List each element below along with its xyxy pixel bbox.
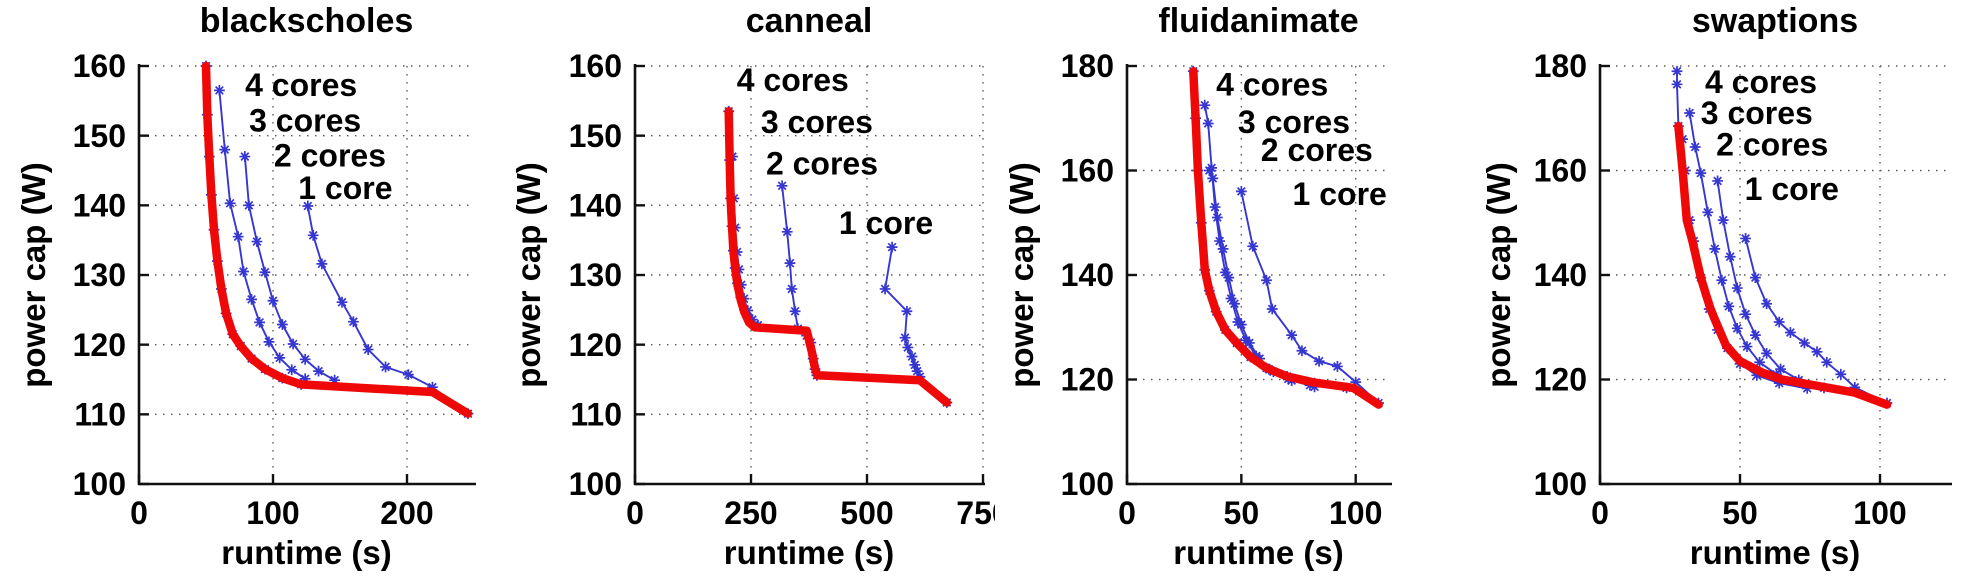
subplot-blackscholes: 100 110 120 130 140 150 160 0 100 200 4 cores 3 cor… <box>0 0 500 584</box>
legend-label: 2 cores <box>1261 132 1373 168</box>
legend-label: 4 cores <box>1705 64 1817 100</box>
y-tick-label: 180 <box>1534 48 1587 84</box>
series-markers-1-core <box>1235 186 1384 409</box>
y-tick-label: 100 <box>73 466 126 502</box>
legend-label: 4 cores <box>245 67 357 103</box>
y-tick-label: 160 <box>73 48 126 84</box>
series-line-1-core <box>884 246 948 404</box>
x-tick-label: 250 <box>724 495 777 531</box>
x-tick-label: 50 <box>1224 495 1260 531</box>
x-axis-label: runtime (s) <box>221 534 392 571</box>
legend-label: 3 cores <box>1701 95 1813 131</box>
y-tick-label: 120 <box>1534 362 1587 398</box>
legend-label: 4 cores <box>1216 66 1328 102</box>
y-axis-label: power cap (W) <box>1003 162 1040 388</box>
legend-label: 1 core <box>1745 171 1839 207</box>
x-tick-label: 0 <box>1118 495 1136 531</box>
x-tick-label: 0 <box>626 495 644 531</box>
legend-label: 2 cores <box>1716 127 1828 163</box>
y-tick-label: 130 <box>569 257 622 293</box>
subplot-swaptions: 100 120 140 160 180 0 50 100 4 cores 3 cores 2 cor… <box>1470 0 1964 584</box>
y-tick-label: 100 <box>1061 466 1114 502</box>
series-markers-2-cores <box>239 151 341 386</box>
legend-label: 2 cores <box>274 137 386 173</box>
legend-label: 3 cores <box>249 103 361 139</box>
series-markers-3-cores <box>214 84 311 385</box>
pareto-frontier-line <box>1189 66 1383 409</box>
legend-label: 1 core <box>1293 176 1387 212</box>
series-line-1-core <box>306 205 469 415</box>
series-line-2-cores <box>243 156 336 382</box>
y-tick-label: 160 <box>1061 153 1114 189</box>
legend-label: 4 cores <box>737 62 849 98</box>
y-tick-label: 180 <box>1061 48 1114 84</box>
x-tick-label: 100 <box>1853 495 1906 531</box>
plot-title: fluidanimate <box>1158 2 1359 40</box>
x-tick-label: 200 <box>380 495 433 531</box>
x-axis-label: runtime (s) <box>1689 534 1861 571</box>
y-tick-label: 130 <box>73 257 126 293</box>
y-tick-label: 140 <box>1061 257 1114 293</box>
legend-label: 1 core <box>298 170 392 206</box>
series-markers-1-core <box>1740 233 1893 409</box>
y-axis-label: power cap (W) <box>15 162 52 388</box>
series-line-2-cores <box>1716 180 1825 389</box>
x-axis-label: runtime (s) <box>723 534 895 571</box>
x-tick-label: 50 <box>1722 495 1758 531</box>
y-tick-label: 140 <box>569 188 622 224</box>
x-tick-label: 500 <box>840 495 893 531</box>
series-markers-1-core <box>302 200 474 420</box>
legend-label: 3 cores <box>761 104 873 140</box>
y-tick-label: 120 <box>1061 362 1114 398</box>
y-tick-label: 110 <box>74 397 126 433</box>
subplot-canneal: 100 110 120 130 140 150 160 0 250 500 750 4 cores 3 … <box>500 0 995 584</box>
series-line-1-core <box>1240 191 1380 404</box>
plot-title: blackscholes <box>199 2 414 40</box>
subplot-fluidanimate: 100 120 140 160 180 0 50 100 4 cores 3 cores 2 cor… <box>995 0 1470 584</box>
y-tick-label: 120 <box>73 327 126 363</box>
x-tick-label: 100 <box>246 495 299 531</box>
y-tick-label: 150 <box>73 118 126 154</box>
legend-label: 2 cores <box>766 146 878 182</box>
x-tick-label: 750 <box>956 495 995 531</box>
x-tick-label: 0 <box>1591 495 1609 531</box>
plot-canvas-canneal: 100 110 120 130 140 150 160 0 250 500 750 4 cores 3 … <box>569 48 995 531</box>
pareto-frontier-line <box>724 107 952 407</box>
y-tick-label: 120 <box>569 327 622 363</box>
y-tick-label: 100 <box>569 466 622 502</box>
y-axis-label: power cap (W) <box>510 162 547 388</box>
y-tick-label: 100 <box>1534 466 1587 502</box>
series-markers-2-cores <box>1712 175 1830 394</box>
y-tick-label: 160 <box>569 48 622 84</box>
legend-label: 1 core <box>839 205 933 241</box>
x-tick-label: 0 <box>130 495 148 531</box>
y-tick-label: 140 <box>1534 257 1587 293</box>
plot-title: canneal <box>745 2 873 40</box>
y-tick-label: 160 <box>1534 153 1587 189</box>
y-tick-label: 140 <box>73 188 126 224</box>
legend-label: 3 cores <box>1238 104 1350 140</box>
pareto-frontier-line <box>1674 121 1892 409</box>
y-tick-label: 110 <box>570 397 622 433</box>
y-axis-label: power cap (W) <box>1480 162 1517 388</box>
y-tick-label: 150 <box>569 118 622 154</box>
pareto-frontier-line <box>201 61 473 418</box>
plot-title: swaptions <box>1691 2 1859 40</box>
x-tick-label: 100 <box>1329 495 1382 531</box>
x-axis-label: runtime (s) <box>1173 534 1344 571</box>
